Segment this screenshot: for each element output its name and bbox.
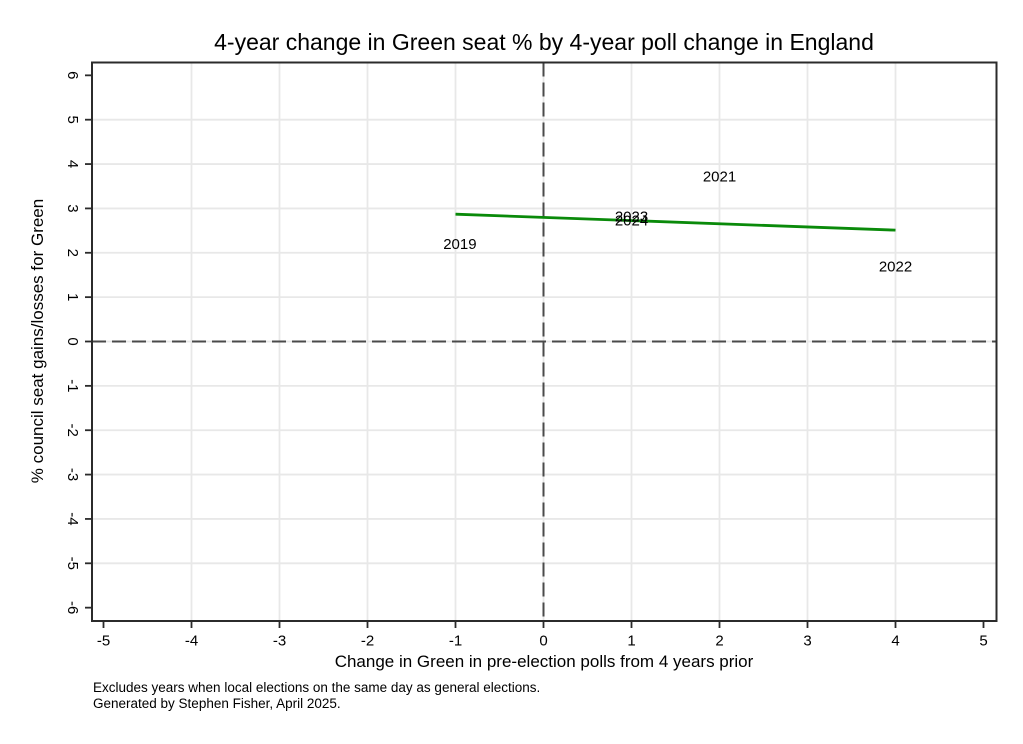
y-tick-label--4: -4 xyxy=(64,512,81,525)
trend-line xyxy=(455,212,896,232)
y-tick-label-5: 5 xyxy=(64,116,81,124)
x-tick-label--2: -2 xyxy=(361,632,374,649)
y-tick-label--3: -3 xyxy=(64,468,81,481)
chart-title: 4-year change in Green seat % by 4-year … xyxy=(214,29,874,55)
x-tick-label--1: -1 xyxy=(449,632,462,649)
zero-reference-lines xyxy=(92,62,997,621)
y-tick-label-3: 3 xyxy=(64,204,81,212)
y-tick-label--5: -5 xyxy=(64,557,81,570)
x-tick-label--3: -3 xyxy=(273,632,286,649)
footnote-line-1: Excludes years when local elections on t… xyxy=(93,680,540,695)
y-tick-label--6: -6 xyxy=(64,601,81,614)
x-axis-title: Change in Green in pre-election polls fr… xyxy=(335,652,754,671)
axis-ticks xyxy=(85,74,985,628)
footnote-line-2: Generated by Stephen Fisher, April 2025. xyxy=(93,696,341,711)
year-label-2024: 2024 xyxy=(615,213,648,230)
year-label-2019: 2019 xyxy=(443,236,476,253)
y-tick-label-4: 4 xyxy=(64,160,81,168)
x-tick-label-5: 5 xyxy=(979,632,987,649)
y-tick-label-0: 0 xyxy=(64,337,81,345)
x-tick-label--4: -4 xyxy=(185,632,198,649)
x-tick-label-1: 1 xyxy=(627,632,635,649)
x-tick-label-2: 2 xyxy=(715,632,723,649)
y-tick-label-6: 6 xyxy=(64,71,81,79)
x-tick-label-0: 0 xyxy=(539,632,547,649)
x-tick-label-4: 4 xyxy=(891,632,899,649)
x-tick-label--5: -5 xyxy=(97,632,110,649)
x-tick-label-3: 3 xyxy=(803,632,811,649)
y-tick-label-2: 2 xyxy=(64,249,81,257)
year-label-2021: 2021 xyxy=(703,169,736,186)
year-label-2022: 2022 xyxy=(879,258,912,275)
y-tick-label--2: -2 xyxy=(64,424,81,437)
axis-tick-labels: -5 -4 -3 -2 -1 0 1 2 3 4 5 -6 -5 -4 -3 -2 -1 0 1 2 3 4 5 6 xyxy=(64,71,988,649)
y-tick-label-1: 1 xyxy=(64,293,81,301)
y-tick-label--1: -1 xyxy=(64,379,81,392)
y-axis-title: % council seat gains/losses for Green xyxy=(28,199,47,483)
year-label-2023: 2023 xyxy=(615,209,648,226)
